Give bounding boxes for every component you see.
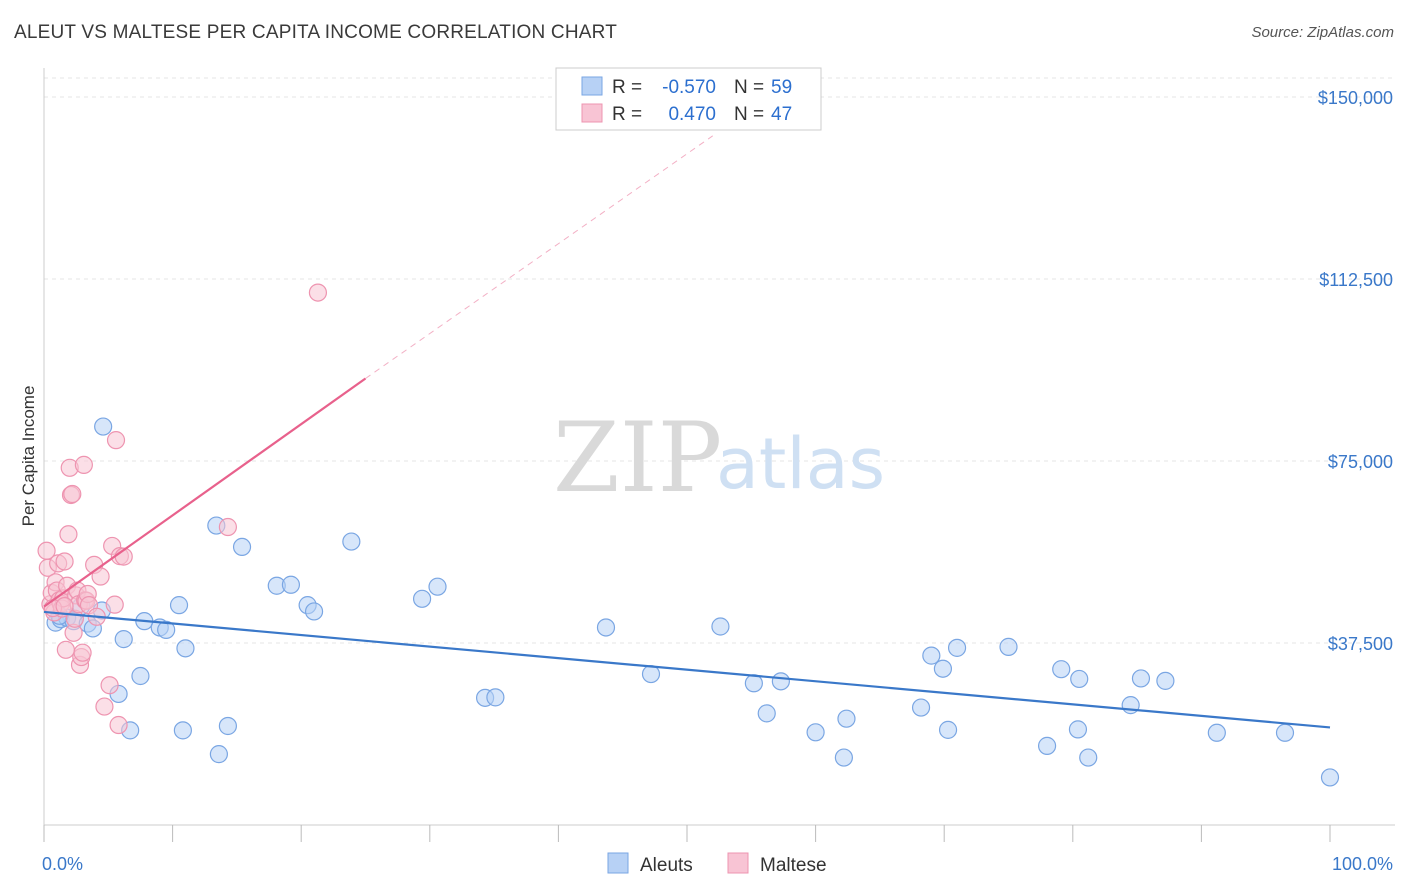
- legend-swatch-maltese: [727, 852, 749, 874]
- aleuts-point: [757, 704, 776, 723]
- legend-swatch-aleuts: [607, 852, 629, 874]
- aleuts-point: [999, 637, 1018, 656]
- watermark: ZIP atlas: [553, 402, 885, 514]
- maltese-point: [95, 697, 114, 716]
- maltese-point: [74, 455, 93, 474]
- legend-label-aleuts: Aleuts: [640, 855, 693, 876]
- stats-swatch-maltese: [581, 103, 603, 123]
- aleuts-point: [114, 630, 133, 649]
- aleuts-point: [342, 532, 361, 551]
- watermark-zip: ZIP: [553, 402, 722, 514]
- y-tick-label: $112,500: [1319, 270, 1393, 290]
- maltese-point: [109, 715, 128, 735]
- aleuts-point: [596, 618, 616, 637]
- aleuts-point: [218, 716, 237, 736]
- aleuts-point: [911, 698, 931, 717]
- aleuts-point: [281, 575, 301, 594]
- aleuts-point: [641, 664, 661, 684]
- aleuts-point: [1052, 660, 1071, 679]
- aleuts-point: [169, 596, 189, 615]
- source-note: Source: ZipAtlas.com: [1251, 24, 1394, 41]
- y-tick-labels: $37,500 $75,000 $112,500 $150,000: [1318, 88, 1393, 654]
- aleuts-point: [157, 620, 176, 639]
- maltese-point: [218, 517, 237, 537]
- x-tick-labels: 0.0% 100.0%: [42, 854, 1393, 874]
- aleuts-point: [1320, 768, 1340, 787]
- aleuts-point: [1068, 720, 1088, 739]
- aleuts-point: [486, 688, 505, 707]
- maltese-point: [73, 643, 92, 662]
- aleuts-point: [1207, 723, 1226, 742]
- axes: [43, 68, 1395, 826]
- maltese-point: [55, 597, 74, 616]
- aleuts-point: [304, 602, 324, 621]
- aleuts-point: [428, 577, 447, 596]
- y-tick-label: $37,500: [1328, 634, 1393, 654]
- aleuts-point: [232, 537, 252, 557]
- aleuts-point: [209, 745, 228, 764]
- stats-r-value-maltese: 0.470: [668, 104, 716, 125]
- y-tick-label: $150,000: [1318, 88, 1393, 108]
- aleuts-point: [947, 638, 967, 657]
- maltese-point: [59, 525, 78, 544]
- maltese-point: [105, 595, 124, 614]
- aleuts-point: [1131, 669, 1151, 688]
- aleuts-point: [1079, 748, 1098, 767]
- maltese-point: [106, 431, 126, 450]
- aleuts-point: [1037, 736, 1057, 755]
- stats-r-label-maltese: R =: [612, 104, 642, 125]
- maltese-point: [91, 567, 110, 586]
- aleuts-point: [176, 639, 195, 658]
- aleuts-point: [1275, 723, 1295, 742]
- stats-n-value-maltese: 47: [771, 104, 792, 125]
- maltese-point: [56, 640, 75, 659]
- maltese-point: [63, 484, 82, 504]
- stats-n-value-aleuts: 59: [771, 77, 792, 98]
- series-legend: Aleuts Maltese: [607, 852, 827, 876]
- maltese-point: [55, 552, 74, 571]
- stats-n-label-maltese: N =: [734, 104, 764, 125]
- aleuts-point: [806, 723, 825, 742]
- legend-label-maltese: Maltese: [760, 855, 827, 876]
- chart-title: ALEUT VS MALTESE PER CAPITA INCOME CORRE…: [14, 22, 618, 43]
- aleuts-point: [173, 721, 192, 740]
- aleuts-point: [771, 672, 790, 691]
- maltese-point: [308, 283, 328, 302]
- data-points: [37, 283, 1340, 787]
- stats-legend-box: R = -0.570 N = 59 R = 0.470 N = 47: [555, 67, 822, 131]
- x-tick-label: 0.0%: [42, 854, 83, 874]
- aleuts-point: [834, 748, 853, 767]
- y-tick-label: $75,000: [1328, 452, 1393, 472]
- aleuts-point: [922, 646, 941, 665]
- aleuts-trend-line: [43, 610, 1331, 729]
- aleuts-point: [933, 659, 953, 678]
- stats-r-value-aleuts: -0.570: [662, 77, 716, 98]
- aleuts-point: [131, 666, 150, 686]
- maltese-point: [100, 676, 119, 695]
- aleuts-point: [1070, 669, 1089, 689]
- x-tick-label: 100.0%: [1332, 854, 1393, 874]
- gridlines: [44, 77, 1395, 644]
- trend-lines: [43, 135, 1331, 729]
- aleuts-point: [711, 617, 730, 636]
- aleuts-point: [938, 720, 958, 739]
- watermark-atlas: atlas: [716, 423, 885, 505]
- y-axis-label: Per Capita Income: [19, 386, 38, 527]
- aleuts-point: [1156, 671, 1175, 690]
- stats-r-label-aleuts: R =: [612, 77, 642, 98]
- x-tick-marks: [43, 825, 1331, 842]
- maltese-trend-extension: [365, 135, 714, 379]
- maltese-trend-line: [43, 377, 367, 608]
- aleuts-point: [412, 589, 432, 608]
- stats-n-label-aleuts: N =: [734, 77, 764, 98]
- aleuts-point: [837, 709, 856, 728]
- aleuts-point: [94, 417, 113, 436]
- stats-swatch-aleuts: [581, 76, 603, 96]
